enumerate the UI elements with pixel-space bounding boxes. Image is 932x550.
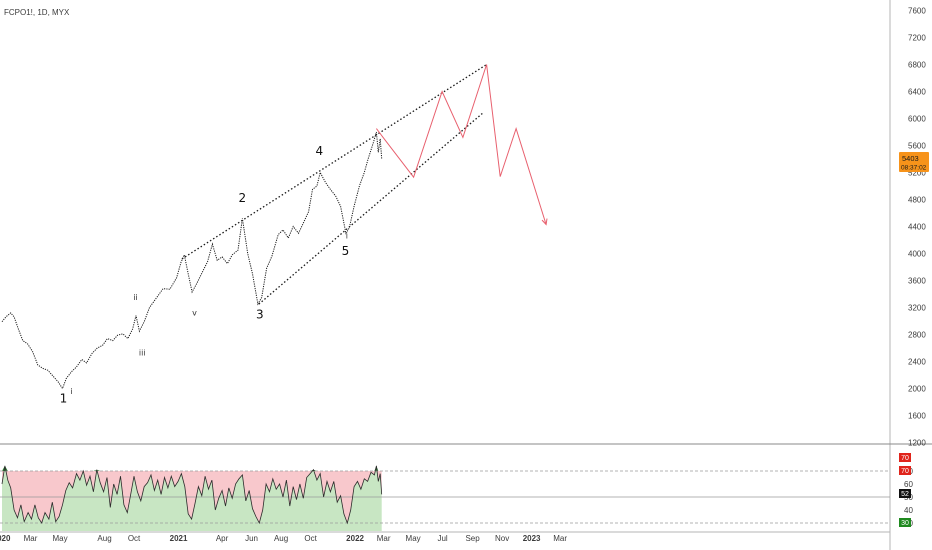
wave-label-2: 2 xyxy=(239,191,247,205)
last-price: 5403 xyxy=(902,154,919,163)
price-tick-label: 4800 xyxy=(908,196,926,205)
wave-label-4: 4 xyxy=(315,144,323,158)
wave-label-i: i xyxy=(346,232,348,241)
price-axis[interactable]: 7600 7200 6800 6400 6000 5600 5200 4800 4400 4000… xyxy=(908,7,926,448)
wave-label-5: 5 xyxy=(342,244,350,258)
time-tick-label: 2022 xyxy=(346,534,364,543)
lower-channel-line xyxy=(258,112,484,305)
rsi-line xyxy=(1,465,383,525)
price-tick-label: 4400 xyxy=(908,223,926,232)
wave-label-1: 1 xyxy=(60,392,68,406)
time-tick-label: Mar xyxy=(377,534,391,543)
time-tick-label: May xyxy=(52,534,67,543)
price-tick-label: 5600 xyxy=(908,142,926,151)
price-tick-label: 4000 xyxy=(908,250,926,259)
price-tick-label: 2400 xyxy=(908,358,926,367)
time-tick-label: Aug xyxy=(97,534,111,543)
chart-title: FCPO1!, 1D, MYX xyxy=(4,8,70,17)
wave-label-v: v xyxy=(192,309,197,318)
time-tick-label: 2021 xyxy=(170,534,188,543)
price-tick-label: 7600 xyxy=(908,7,926,16)
time-tick-label: Jun xyxy=(245,534,258,543)
rsi-badge-lower: 30 xyxy=(901,520,909,527)
last-price-badge: 5403 08:37:02 xyxy=(899,152,929,172)
rsi-badges: 70 70 52 30 xyxy=(899,453,911,527)
time-tick-label: Mar xyxy=(24,534,38,543)
time-tick-label: 2023 xyxy=(523,534,541,543)
time-tick-label: May xyxy=(406,534,421,543)
rsi-tick-label: 60 xyxy=(904,480,913,489)
wave-label-3: 3 xyxy=(256,307,264,321)
wave-label-i: i xyxy=(71,387,73,396)
projection-path xyxy=(376,64,547,225)
time-tick-label: Apr xyxy=(216,534,229,543)
time-tick-label: Jul xyxy=(437,534,447,543)
upper-channel-line xyxy=(181,63,487,260)
time-tick-label: Sep xyxy=(465,534,480,543)
trend-channel xyxy=(181,63,487,305)
time-tick-label: Aug xyxy=(274,534,288,543)
price-tick-label: 3600 xyxy=(908,277,926,286)
time-tick-label: Mar xyxy=(553,534,567,543)
price-tick-label: 1200 xyxy=(908,439,926,448)
price-tick-label: 6000 xyxy=(908,115,926,124)
price-tick-label: 5200 xyxy=(908,169,926,178)
rsi-badge-current: 52 xyxy=(901,491,909,498)
price-tick-label: 6800 xyxy=(908,61,926,70)
time-tick-label: Oct xyxy=(304,534,317,543)
time-tick-label: Oct xyxy=(128,534,141,543)
rsi-badge-upper-1: 70 xyxy=(901,455,909,462)
time-tick-label: 2020 xyxy=(0,534,11,543)
price-tick-label: 2000 xyxy=(908,385,926,394)
rsi-oversold-fill xyxy=(2,465,382,531)
wave-label-iii: iii xyxy=(139,348,146,357)
price-tick-label: 2800 xyxy=(908,331,926,340)
price-tick-label: 3200 xyxy=(908,304,926,313)
price-tick-label: 1600 xyxy=(908,412,926,421)
wave-label-ii: ii xyxy=(133,293,137,302)
price-series-line xyxy=(1,131,383,390)
bar-countdown: 08:37:02 xyxy=(901,165,927,172)
rsi-badge-upper-2: 70 xyxy=(901,468,909,475)
price-tick-label: 7200 xyxy=(908,34,926,43)
rsi-tick-label: 40 xyxy=(904,506,913,515)
time-tick-label: Nov xyxy=(495,534,509,543)
projection-arrowhead xyxy=(541,218,548,226)
price-tick-label: 6400 xyxy=(908,88,926,97)
time-axis[interactable]: 2020 Mar May Aug Oct 2021 Apr Jun Aug Oct 2022 Mar M… xyxy=(0,534,567,543)
